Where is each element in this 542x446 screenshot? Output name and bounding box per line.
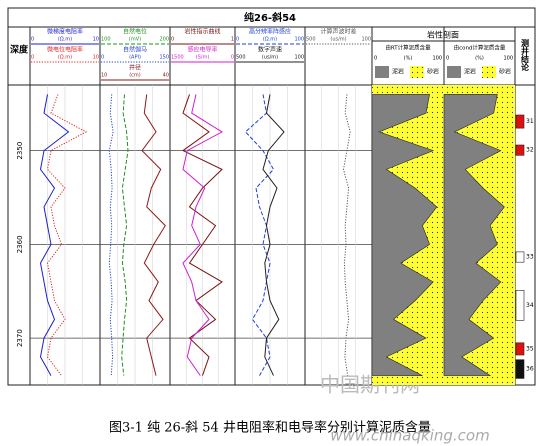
- layer-label: 35: [526, 345, 534, 352]
- legend-label: 砂岩: [499, 68, 511, 76]
- sand-swatch: [410, 66, 424, 78]
- scale-label: 150: [159, 55, 169, 61]
- log-curve: [141, 94, 166, 376]
- curve-name: 微梯度电阻率: [47, 28, 83, 36]
- curve-unit: (Ω.m): [58, 37, 72, 43]
- curve-name: 计算声波时差: [320, 28, 356, 36]
- layer: [515, 342, 525, 356]
- log-curve: [182, 94, 223, 376]
- log-curve: [262, 94, 285, 376]
- scale-label: 100: [101, 37, 111, 43]
- legend-label: 泥岩: [464, 68, 476, 76]
- curve-unit: (mV): [129, 37, 141, 43]
- curve-name: 井径: [129, 64, 141, 72]
- scale-label: 0: [446, 56, 449, 62]
- log-curve: [39, 94, 70, 376]
- layer-label: 31: [526, 118, 534, 125]
- log-curve: [108, 94, 114, 376]
- frame: [7, 7, 536, 386]
- column-name: 由RT计算泥质含量: [385, 44, 431, 52]
- caption: 图3-1 纯 26-斜 54 井电阻率和电导率分别计算泥质含量: [109, 420, 431, 436]
- scale-label: 100: [294, 55, 304, 61]
- depth-label: 2370: [16, 329, 24, 347]
- layer-label: 32: [526, 147, 534, 154]
- curve-name: 岩性指示曲线: [184, 28, 220, 36]
- layer-label: 34: [526, 302, 534, 309]
- scale-label: 0: [31, 55, 34, 61]
- shale-area: [443, 94, 505, 376]
- log-title: 纯26-斜54: [244, 11, 296, 24]
- scale-label: 100: [361, 37, 371, 43]
- scale-label: 0: [101, 55, 104, 61]
- scale-label: 1: [231, 37, 234, 43]
- scale-label: 10: [93, 55, 99, 61]
- curve-unit: (us/m): [330, 37, 346, 43]
- curve-unit: (us/m): [262, 55, 278, 61]
- conclusion-header: 测井结论: [520, 38, 530, 72]
- scale-label: 500: [306, 37, 316, 43]
- curve-name: 微电位电阻率: [47, 46, 83, 54]
- scale-label: 100: [432, 56, 442, 62]
- shale-area: [371, 94, 438, 376]
- scale-label: 200: [159, 37, 169, 43]
- watermark: www.chinaqking.com: [330, 427, 489, 445]
- layer: [515, 144, 525, 156]
- scale-label: 1500: [171, 55, 184, 61]
- layer: [515, 290, 525, 321]
- layer: [515, 251, 525, 263]
- log-curve: [46, 94, 88, 376]
- shale-swatch: [375, 66, 389, 78]
- log-curve: [182, 94, 223, 376]
- curve-name: 感应电导率: [187, 46, 217, 54]
- scale-label: 40: [163, 73, 169, 79]
- scale-unit: (%): [404, 56, 413, 62]
- scale-label: 0: [374, 56, 377, 62]
- curve-unit: (cm): [129, 73, 141, 79]
- curve-unit: (Ω.m): [263, 37, 277, 43]
- layer: [515, 114, 525, 129]
- curve-name: 自然伽马: [123, 46, 147, 54]
- scale-label: 100: [503, 56, 513, 62]
- scale-unit: (%): [475, 56, 484, 62]
- scale-label: 0: [171, 37, 174, 43]
- scale-label: 10: [93, 37, 99, 43]
- scale-label: 0: [236, 37, 239, 43]
- legend-label: 泥岩: [392, 68, 404, 76]
- depth-label: 2350: [16, 142, 24, 160]
- sand-swatch: [482, 66, 496, 78]
- layer: [515, 359, 525, 379]
- scale-label: 0: [231, 55, 234, 61]
- layer-label: 36: [526, 366, 534, 373]
- curve-name: 高分辨率阵感应: [249, 28, 291, 36]
- curve-unit: (S/m): [196, 55, 210, 61]
- log-curve: [342, 94, 351, 376]
- curve-name: 自然电位: [123, 28, 147, 36]
- log-curve: [244, 94, 275, 376]
- scale-label: 0: [31, 37, 34, 43]
- layer-label: 33: [526, 254, 534, 261]
- depth-header: 深度: [10, 44, 29, 56]
- column-name: 由cond计算泥质含量: [454, 44, 506, 52]
- lithology-header: 岩性剖面: [427, 30, 459, 40]
- scale-label: 500: [236, 55, 246, 61]
- curve-unit: (Ω.m): [58, 55, 72, 61]
- depth-label: 2360: [16, 235, 24, 253]
- shale-swatch: [447, 66, 461, 78]
- curve-name: 数字声速: [258, 46, 282, 54]
- curve-unit: (API): [129, 55, 141, 61]
- scale-label: 10: [101, 73, 107, 79]
- scale-label: 100: [294, 37, 304, 43]
- legend-label: 砂岩: [427, 68, 439, 76]
- log-curve: [121, 94, 129, 376]
